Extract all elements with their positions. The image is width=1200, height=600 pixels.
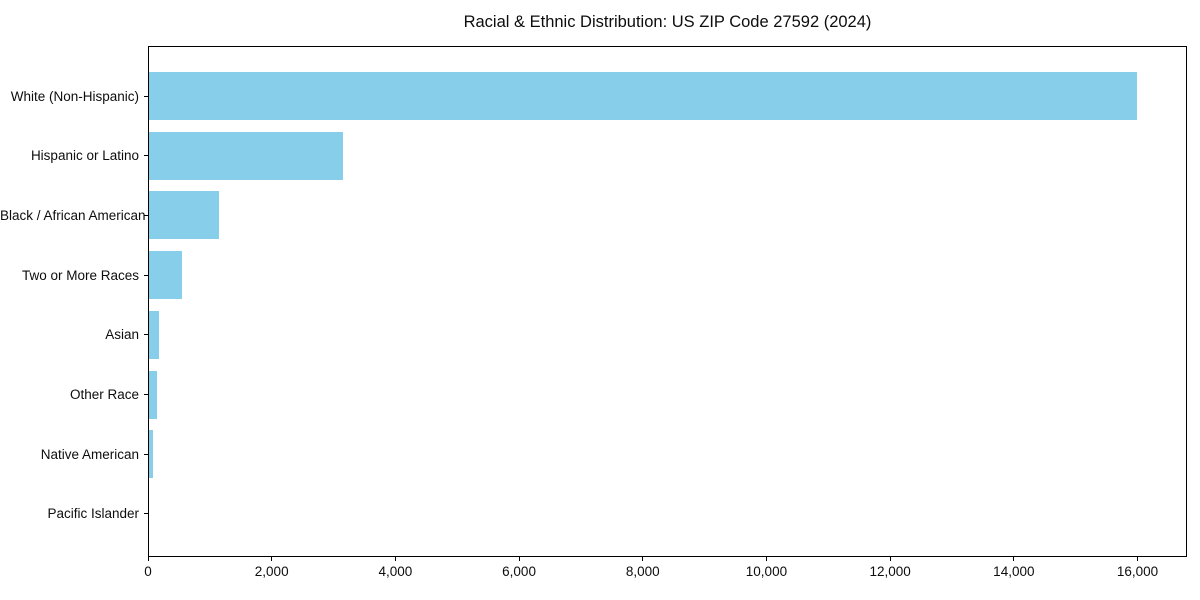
x-tick-3: [518, 557, 520, 561]
y-label-7: Pacific Islander: [47, 506, 139, 522]
y-label-5: Other Race: [69, 387, 139, 402]
x-tick-label-2: 4,000: [378, 564, 413, 579]
y-tick-2: [144, 214, 148, 216]
x-tick-label-1: 2,000: [254, 564, 289, 579]
y-tick-4: [144, 334, 148, 336]
x-tick-label-4: 8,000: [625, 564, 660, 579]
bar-0: [149, 72, 1137, 120]
y-tick-6: [144, 453, 148, 455]
x-tick-2: [394, 557, 396, 561]
bar-2: [149, 191, 219, 240]
chart-title: Racial & Ethnic Distribution: US ZIP Cod…: [463, 13, 872, 31]
y-tick-1: [144, 155, 148, 157]
bar-4: [149, 310, 160, 359]
y-label-1: Hispanic or Latino: [30, 148, 139, 164]
plot-area: [148, 46, 1187, 557]
y-tick-7: [144, 513, 148, 515]
x-tick-label-8: 16,000: [1116, 564, 1159, 579]
y-tick-0: [144, 95, 148, 97]
bar-5: [149, 370, 158, 419]
y-tick-3: [144, 274, 148, 276]
x-tick-6: [889, 557, 891, 561]
y-label-6: Native American: [40, 446, 139, 462]
x-tick-4: [642, 557, 644, 561]
y-label-3: Two or More Races: [21, 267, 139, 283]
bar-6: [149, 430, 154, 479]
y-label-2: Black / African American: [0, 207, 146, 223]
x-tick-0: [147, 557, 149, 561]
bar-3: [149, 251, 182, 300]
x-tick-7: [1013, 557, 1015, 561]
y-label-0: White (Non-Hispanic): [10, 88, 139, 104]
x-tick-label-5: 10,000: [745, 564, 788, 579]
x-tick-1: [271, 557, 273, 561]
x-tick-label-0: 0: [144, 564, 152, 579]
y-label-4: Asian: [105, 327, 139, 343]
x-tick-8: [1137, 557, 1139, 561]
bar-1: [149, 131, 344, 180]
x-tick-5: [765, 557, 767, 561]
x-tick-label-6: 12,000: [869, 564, 911, 579]
x-tick-label-3: 6,000: [502, 564, 536, 579]
y-tick-5: [144, 394, 148, 395]
x-tick-label-7: 14,000: [993, 564, 1035, 579]
